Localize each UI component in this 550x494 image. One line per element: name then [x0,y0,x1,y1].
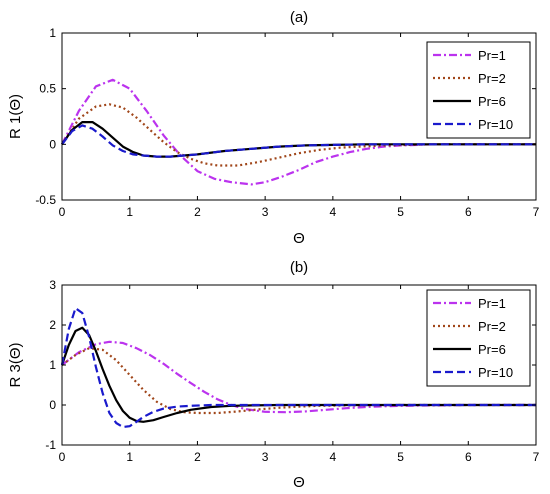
x-tick-label: 5 [397,450,404,464]
chart-title: (b) [290,259,308,276]
legend: Pr=1 Pr=2 Pr=6 Pr=10 [426,41,531,139]
y-tick-label: 1 [49,26,56,40]
y-tick-label: 2 [49,318,56,332]
x-tick-label: 3 [262,205,269,219]
legend-label: Pr=6 [478,342,506,357]
x-tick-label: 2 [194,450,201,464]
x-tick-label: 0 [59,205,66,219]
legend-label: Pr=1 [478,48,506,63]
x-tick-label: 6 [465,450,472,464]
x-tick-label: 4 [330,450,337,464]
x-tick-label: 6 [465,205,472,219]
x-axis-label: Θ [293,474,305,491]
x-tick-label: 2 [194,205,201,219]
legend-label: Pr=1 [478,296,506,311]
x-tick-label: 3 [262,450,269,464]
legend-box [426,41,531,139]
plot-area [61,78,536,186]
y-tick-label: 0 [49,137,56,151]
x-axis-label: Θ [293,230,305,247]
plot-area [60,307,536,429]
legend-box [426,289,531,387]
y-tick-label: -1 [45,438,56,452]
y-axis-label: R 3(Θ) [7,342,24,387]
chart-title: (a) [290,9,308,26]
y-tick-label: -0.5 [35,193,56,207]
x-tick-label: 0 [59,450,66,464]
axes-frame [61,32,537,201]
legend: Pr=1 Pr=2 Pr=6 Pr=10 [426,289,531,387]
x-tick-label: 1 [126,450,133,464]
x-tick-label: 4 [330,205,337,219]
x-tick-label: 1 [126,205,133,219]
y-tick-label: 0.5 [39,82,56,96]
x-tick-label: 5 [397,205,404,219]
legend-label: Pr=6 [478,94,506,109]
legend-label: Pr=10 [478,365,513,380]
legend-label: Pr=10 [478,117,513,132]
series-line-pr-2 [61,103,536,167]
y-axis-label: R 1(Θ) [7,94,24,139]
series-line-pr-10 [61,124,536,158]
series-line-pr-10 [60,307,536,429]
y-tick-label: 1 [49,358,56,372]
x-tick-label: 7 [533,205,540,219]
series-line-pr-2 [61,347,536,415]
legend-label: Pr=2 [478,319,506,334]
y-tick-label: 3 [49,278,56,292]
x-tick-label: 7 [533,450,540,464]
y-tick-label: 0 [49,398,56,412]
legend-label: Pr=2 [478,71,506,86]
series-line-pr-1 [61,340,536,414]
